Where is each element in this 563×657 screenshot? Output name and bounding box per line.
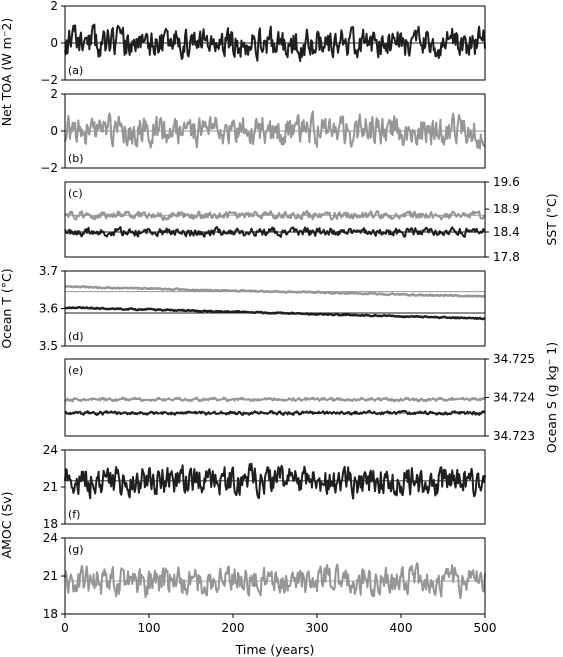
panel-f: 24 21 18 (f) [43, 443, 486, 531]
y-axis-label-c: SST (°C) [544, 193, 559, 245]
panel-e: 34.725 34.724 34.723 (e) Ocean S (g kg⁻ 1) [64, 342, 559, 453]
x-tick-label: 300 [306, 621, 329, 635]
series-line-b-1 [64, 110, 486, 150]
panel-c: 19.6 18.9 18.4 17.8 (c) SST (°C) [64, 175, 559, 264]
y-tick-label-c: 18.4 [493, 225, 520, 239]
x-axis-label: Time (years) [235, 642, 315, 657]
series-line-g-1 [64, 562, 486, 600]
panel-d: 3.7 3.6 3.5 (d) Ocean T (°C) [0, 264, 486, 353]
panel-label-e: (e) [68, 364, 83, 377]
y-tick-label-b: 2 [50, 87, 58, 101]
amoc-label: AMOC (Sv) [0, 492, 14, 559]
y-tick-label-f: 18 [43, 517, 58, 531]
y-tick-label-c: 17.8 [493, 250, 520, 264]
panel-label-d: (d) [68, 330, 84, 343]
y-tick-label-g: 18 [43, 607, 58, 621]
y-tick-label-f: 24 [43, 443, 58, 457]
panels-layer: 2 0 −2 (a) 2 0 −2 (b) 19.6 18.9 18.4 17.8 (c) SST (°C… [0, 0, 559, 621]
y-tick-label-a: 2 [50, 0, 58, 13]
y-tick-label-a: 0 [50, 36, 58, 50]
x-axis: 0 100 200 300 400 500 [61, 614, 496, 635]
y-axis-label-d: Ocean T (°C) [0, 268, 14, 348]
panel-label-b: (b) [68, 152, 84, 165]
x-tick-label: 100 [138, 621, 161, 635]
y-tick-label-d: 3.5 [39, 339, 58, 353]
y-tick-label-d: 3.6 [39, 302, 58, 316]
series-line-a-1 [64, 23, 486, 63]
panel-frame-c [64, 181, 486, 258]
panel-g: 24 21 18 (g) [43, 531, 486, 621]
y-tick-label-d: 3.7 [39, 264, 58, 278]
y-axis-label-e: Ocean S (g kg⁻ 1) [544, 342, 559, 453]
y-tick-label-b: −2 [40, 161, 58, 175]
panel-b: 2 0 −2 (b) [40, 87, 486, 175]
y-tick-label-g: 21 [43, 569, 58, 583]
y-tick-label-f: 21 [43, 480, 58, 494]
y-tick-label-e: 34.725 [493, 352, 535, 366]
y-tick-label-c: 19.6 [493, 175, 520, 189]
panel-label-a: (a) [68, 64, 83, 77]
y-tick-label-a: −2 [40, 73, 58, 87]
y-tick-label-e: 34.724 [493, 391, 535, 405]
panel-frame-e [64, 358, 486, 437]
panel-a: 2 0 −2 (a) [40, 0, 486, 87]
y-tick-label-e: 34.723 [493, 429, 535, 443]
series-line-d-2 [64, 305, 486, 321]
x-tick-label: 500 [474, 621, 497, 635]
x-tick-label: 200 [222, 621, 245, 635]
series-line-c-1 [64, 209, 486, 222]
y-tick-label-c: 18.9 [493, 202, 520, 216]
x-tick-label: 0 [61, 621, 69, 635]
x-tick-label: 400 [390, 621, 413, 635]
series-line-f-1 [64, 462, 486, 500]
series-line-c-2 [64, 226, 486, 238]
panel-label-f: (f) [68, 508, 80, 521]
y-tick-label-g: 24 [43, 531, 58, 545]
net-toa-label: Net TOA (W m⁻2) [0, 18, 14, 127]
panel-label-c: (c) [68, 187, 83, 200]
y-tick-label-b: 0 [50, 124, 58, 138]
panel-label-g: (g) [68, 543, 84, 556]
